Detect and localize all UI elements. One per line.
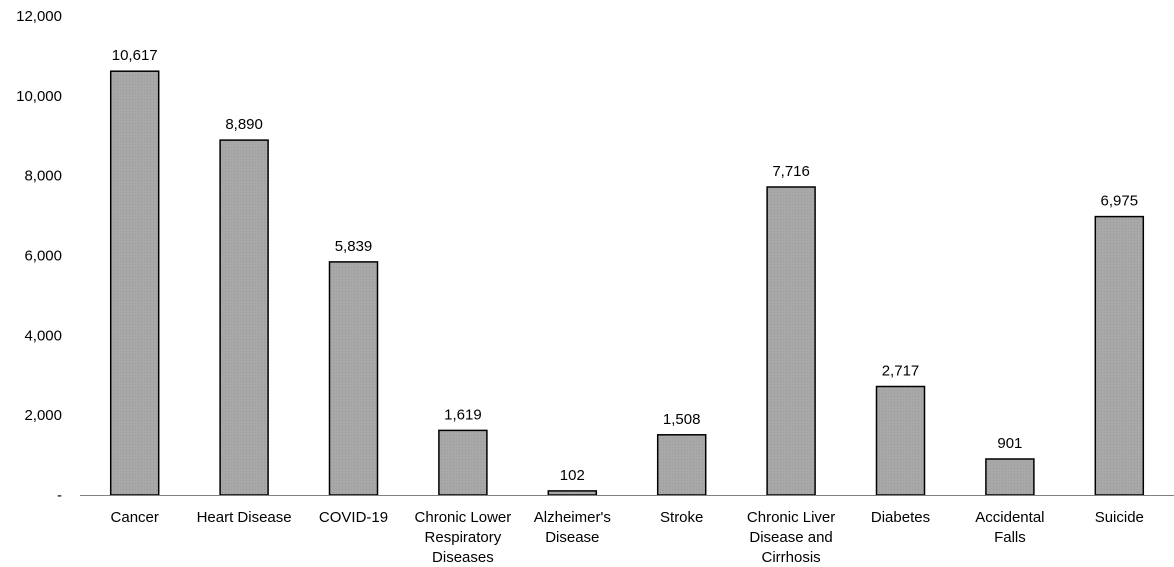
bar-value-label: 1,508 xyxy=(663,411,701,428)
x-category-label-line: Disease xyxy=(545,529,599,546)
bar xyxy=(219,139,269,496)
bar-value-label: 1,619 xyxy=(444,406,482,423)
x-category-label-line: Cirrhosis xyxy=(762,549,821,566)
x-category-label-line: Chronic Lower xyxy=(415,509,512,526)
x-category-label: Chronic Lower Respiratory Diseases xyxy=(415,509,512,566)
x-category-label: Diabetes xyxy=(871,509,930,526)
x-category-label-line: Diseases xyxy=(432,549,494,566)
bar xyxy=(656,434,707,496)
bar xyxy=(438,429,488,496)
data-labels: 10,617 8,890 5,839 1,619 102 1,508 7,716 2,717 9… xyxy=(112,47,1138,484)
x-axis-category-labels: Cancer Heart Disease COVID-19 Chronic Lower… xyxy=(111,509,1144,566)
bar-value-label: 6,975 xyxy=(1101,193,1139,210)
x-category-label-line: COVID-19 xyxy=(319,509,388,526)
bar xyxy=(547,490,598,496)
bar-value-label: 10,617 xyxy=(112,47,158,64)
x-category-label: Suicide xyxy=(1095,509,1144,526)
bar-value-label: 8,890 xyxy=(225,116,263,133)
bar xyxy=(766,186,816,496)
bar xyxy=(1094,215,1145,496)
x-category-label-line: Diabetes xyxy=(871,509,930,526)
x-category-label: COVID-19 xyxy=(319,509,388,526)
y-tick-label: 12,000 xyxy=(16,8,62,25)
x-category-label-line: Cancer xyxy=(111,509,159,526)
x-category-label-line: Stroke xyxy=(660,509,703,526)
bars xyxy=(109,70,1145,496)
bar-value-label: 5,839 xyxy=(335,238,373,255)
bar xyxy=(328,261,379,496)
y-tick-label: 6,000 xyxy=(24,248,62,265)
y-tick-label: 4,000 xyxy=(24,327,62,344)
x-category-label: Heart Disease xyxy=(197,509,292,526)
x-category-label-line: Suicide xyxy=(1095,509,1144,526)
y-tick-label: 8,000 xyxy=(24,168,62,185)
bar-value-label: 901 xyxy=(997,435,1022,452)
y-axis-tick-labels: - 2,000 4,000 6,000 8,000 10,000 12,000 xyxy=(16,8,62,504)
bar xyxy=(875,385,926,496)
x-category-label-line: Heart Disease xyxy=(197,509,292,526)
x-category-label-line: Accidental xyxy=(975,509,1044,526)
bar xyxy=(109,70,160,496)
x-category-label: Alzheimer's Disease xyxy=(534,509,611,546)
y-tick-label: - xyxy=(57,487,62,504)
bar-value-label: 2,717 xyxy=(882,363,920,380)
bar-value-label: 7,716 xyxy=(772,163,810,180)
x-category-label-line: Disease and xyxy=(749,529,832,546)
x-category-label-line: Alzheimer's xyxy=(534,509,611,526)
bar-value-label: 102 xyxy=(560,467,585,484)
x-category-label: Chronic Liver Disease and Cirrhosis xyxy=(747,509,835,566)
x-category-label: Cancer xyxy=(111,509,159,526)
x-category-label-line: Chronic Liver xyxy=(747,509,835,526)
x-category-label-line: Falls xyxy=(994,529,1026,546)
y-tick-label: 2,000 xyxy=(24,407,62,424)
x-category-label-line: Respiratory xyxy=(425,529,502,546)
x-category-label: Accidental Falls xyxy=(975,509,1044,546)
x-category-label: Stroke xyxy=(660,509,703,526)
y-tick-label: 10,000 xyxy=(16,88,62,105)
bar xyxy=(985,458,1035,496)
